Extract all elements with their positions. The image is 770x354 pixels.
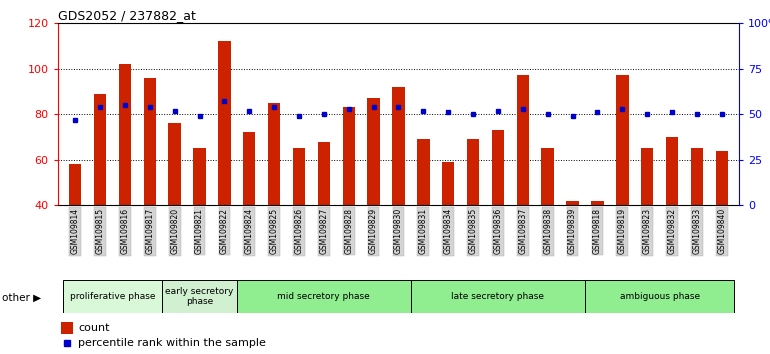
Bar [193, 148, 206, 205]
Bar [318, 142, 330, 205]
Bar [169, 123, 181, 205]
Bar [442, 162, 454, 205]
Bar [417, 139, 430, 205]
Bar [715, 151, 728, 205]
Bar [467, 139, 479, 205]
Bar [293, 148, 305, 205]
Bar [243, 132, 256, 205]
FancyBboxPatch shape [62, 280, 162, 313]
FancyBboxPatch shape [585, 280, 735, 313]
Text: late secretory phase: late secretory phase [451, 292, 544, 301]
Bar [392, 87, 405, 205]
Text: percentile rank within the sample: percentile rank within the sample [79, 338, 266, 348]
FancyBboxPatch shape [411, 280, 585, 313]
Text: other ▶: other ▶ [2, 293, 41, 303]
Bar [367, 98, 380, 205]
Bar [143, 78, 156, 205]
Bar [691, 148, 703, 205]
Bar [641, 148, 654, 205]
Text: count: count [79, 323, 109, 333]
Bar [591, 201, 604, 205]
Text: mid secretory phase: mid secretory phase [277, 292, 370, 301]
Bar [268, 103, 280, 205]
Bar [616, 75, 628, 205]
Bar [343, 107, 355, 205]
Bar [94, 94, 106, 205]
Bar [119, 64, 131, 205]
Bar [61, 322, 73, 334]
Bar [517, 75, 529, 205]
Bar [541, 148, 554, 205]
Bar [567, 201, 579, 205]
FancyBboxPatch shape [237, 280, 411, 313]
Bar [666, 137, 678, 205]
Text: ambiguous phase: ambiguous phase [620, 292, 700, 301]
Bar [69, 164, 82, 205]
Text: proliferative phase: proliferative phase [70, 292, 156, 301]
Bar [492, 130, 504, 205]
FancyBboxPatch shape [162, 280, 237, 313]
Bar [218, 41, 230, 205]
Text: early secretory
phase: early secretory phase [166, 287, 234, 306]
Text: GDS2052 / 237882_at: GDS2052 / 237882_at [58, 9, 196, 22]
